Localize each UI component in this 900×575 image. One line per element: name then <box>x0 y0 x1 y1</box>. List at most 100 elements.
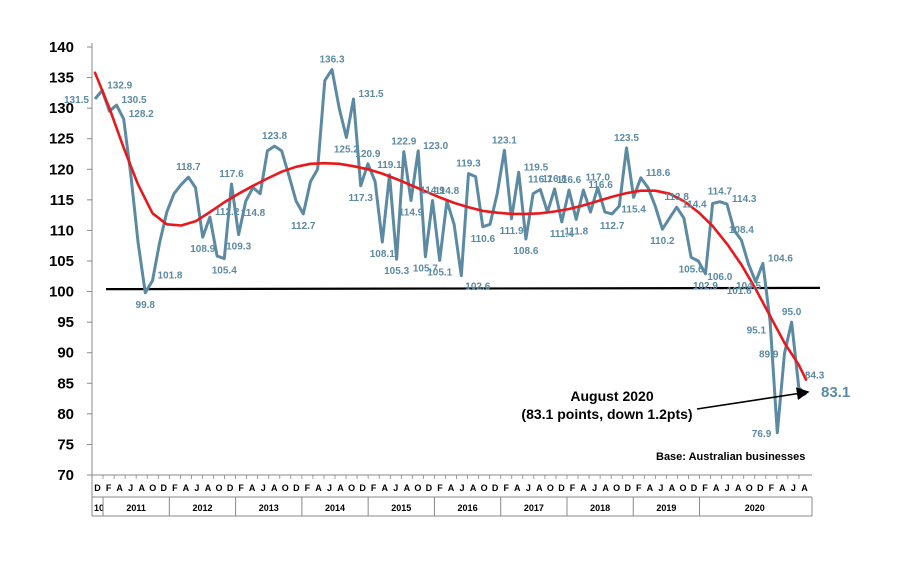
data-label: 101.8 <box>157 271 182 282</box>
data-label: 110.6 <box>471 234 496 245</box>
data-label: 128.2 <box>129 109 154 120</box>
month-label: A <box>669 483 676 493</box>
y-tick-label: 140 <box>49 39 74 56</box>
y-tick-label: 120 <box>49 161 74 178</box>
data-label: 114.4 <box>682 200 707 211</box>
data-label: 114.8 <box>435 186 460 197</box>
y-tick-label: 95 <box>57 314 74 331</box>
month-label: A <box>205 483 212 493</box>
month-label: O <box>414 483 421 493</box>
data-label: 114.7 <box>708 187 733 198</box>
month-label: O <box>216 483 223 493</box>
month-label: A <box>249 483 256 493</box>
month-label: D <box>359 483 366 493</box>
year-label: 2020 <box>745 503 765 513</box>
year-label: 10 <box>94 503 104 513</box>
month-label: F <box>570 483 576 493</box>
month-label: A <box>337 483 344 493</box>
data-label: 119.3 <box>456 159 481 170</box>
month-label: F <box>305 483 311 493</box>
data-labels: 131.5 132.9 130.5 128.2 99.8 101.8 118.7 108.9 1… <box>64 55 825 440</box>
y-tick-label: 85 <box>57 375 74 392</box>
data-label: 105.3 <box>384 266 409 277</box>
data-label: 114.8 <box>241 208 266 219</box>
month-label: O <box>679 483 686 493</box>
month-label: J <box>128 483 133 493</box>
month-label: F <box>437 483 443 493</box>
data-label: 114.9 <box>399 207 424 218</box>
data-label: 116.6 <box>588 180 613 191</box>
axes-group <box>91 43 812 517</box>
month-label: J <box>658 483 663 493</box>
y-axis-ticks: 140 135 130 125 120 115 110 105 100 95 90 85 80 75 70 <box>49 39 92 484</box>
month-label: J <box>194 483 199 493</box>
month-label: A <box>735 483 742 493</box>
data-label: 114.9 <box>420 185 445 196</box>
data-label: 117.0 <box>585 173 610 184</box>
month-label: A <box>183 483 190 493</box>
data-label: 89.9 <box>759 349 779 360</box>
annotation-line-2: (83.1 points, down 1.2pts) <box>521 406 692 422</box>
data-label: 115.4 <box>621 204 646 215</box>
month-label: F <box>371 483 377 493</box>
y-tick-label: 70 <box>57 467 74 484</box>
year-label: 2011 <box>126 503 146 513</box>
data-label: 108.9 <box>190 244 215 255</box>
data-label: 119.5 <box>524 162 549 173</box>
month-label: A <box>315 483 322 493</box>
y-tick-label: 125 <box>49 131 74 148</box>
month-label: A <box>779 483 786 493</box>
data-label: 123.8 <box>262 131 287 142</box>
month-label: D <box>161 483 168 493</box>
data-label: 110.2 <box>650 236 675 247</box>
month-label: A <box>470 483 477 493</box>
year-label: 2013 <box>259 503 279 513</box>
data-label: 123.1 <box>492 135 517 146</box>
year-label: 2016 <box>458 503 478 513</box>
month-label: D <box>293 483 300 493</box>
last-value-label: 83.1 <box>821 384 850 401</box>
month-label: F <box>172 483 178 493</box>
month-label: D <box>558 483 565 493</box>
year-label: 2017 <box>524 503 544 513</box>
x-axis-years: 10 2011 2012 2013 2014 2015 2016 2017 2018 2019 20… <box>94 497 813 516</box>
month-label: A <box>602 483 609 493</box>
month-label: O <box>547 483 554 493</box>
month-label: A <box>271 483 278 493</box>
annotation-line-1: August 2020 <box>570 388 653 404</box>
data-label: 95.1 <box>747 326 767 337</box>
data-label: 84.3 <box>805 371 825 382</box>
month-label: F <box>106 483 112 493</box>
year-label: 2014 <box>325 503 345 513</box>
month-label: J <box>460 483 465 493</box>
month-label: J <box>725 483 730 493</box>
data-label: 125.2 <box>334 144 359 155</box>
data-label: 120.9 <box>355 149 380 160</box>
month-label: A <box>801 483 808 493</box>
data-label: 118.6 <box>646 168 671 179</box>
month-label: J <box>261 483 266 493</box>
data-label: 105.6 <box>679 264 704 275</box>
month-label: J <box>592 483 597 493</box>
data-label: 131.5 <box>359 89 384 100</box>
month-label: A <box>713 483 720 493</box>
annotation-arrow <box>696 387 810 410</box>
year-label: 2018 <box>590 503 610 513</box>
data-label: 102.9 <box>693 281 718 292</box>
data-label: 106.0 <box>707 272 732 283</box>
data-label: 109.3 <box>226 242 251 253</box>
month-label: J <box>791 483 796 493</box>
month-label: A <box>138 483 145 493</box>
y-tick-label: 135 <box>49 70 74 87</box>
baseline-100-line <box>105 286 821 291</box>
month-label: A <box>448 483 455 493</box>
data-label: 105.1 <box>427 267 452 278</box>
month-label: D <box>227 483 234 493</box>
month-label: J <box>526 483 531 493</box>
data-label: 112.2 <box>215 207 240 218</box>
data-label: 130.5 <box>122 95 147 106</box>
month-label: F <box>636 483 642 493</box>
data-label: 102.6 <box>465 282 490 293</box>
